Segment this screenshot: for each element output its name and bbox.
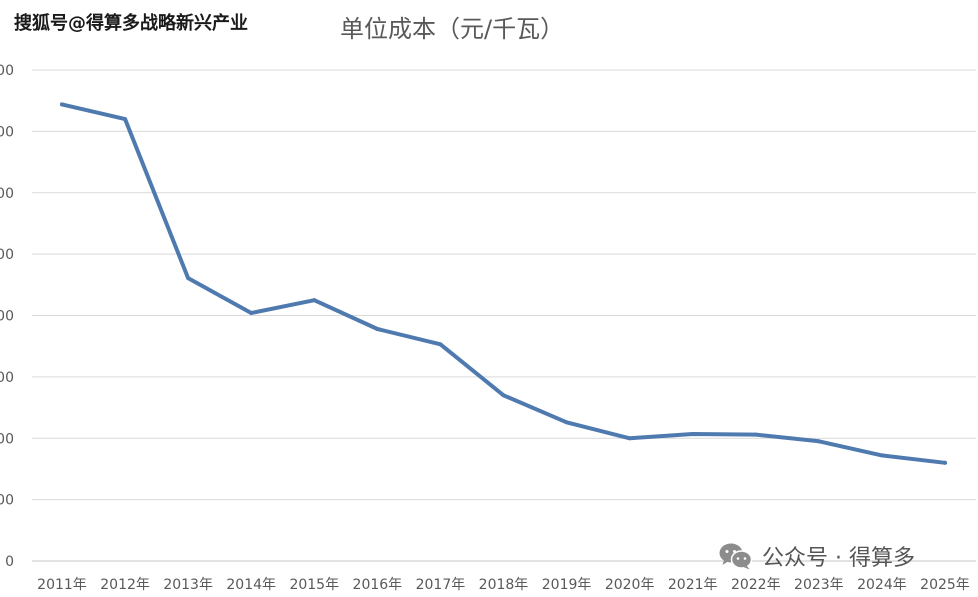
y-tick-label: 00 xyxy=(0,431,14,447)
x-tick-label: 2020年 xyxy=(605,577,655,593)
wechat-watermark-text: 公众号 · 得算多 xyxy=(762,546,915,571)
grid-lines xyxy=(32,69,976,562)
data-point xyxy=(249,311,254,316)
x-tick-label: 2024年 xyxy=(857,577,907,593)
y-tick-label: 00 xyxy=(0,124,14,140)
x-tick-label: 2013年 xyxy=(163,577,213,593)
x-tick-label: 2021年 xyxy=(668,577,718,593)
data-point xyxy=(438,342,443,347)
y-tick-label: 00 xyxy=(0,63,14,79)
y-tick-label: 00 xyxy=(0,247,14,263)
data-point xyxy=(943,460,947,465)
wechat-icon xyxy=(719,543,753,570)
x-tick-label: 2019年 xyxy=(542,577,592,593)
x-axis-tick-labels: 2011年 2012年 2013年 2014年 2015年 2016年 2017年 2018年… xyxy=(37,577,970,593)
y-tick-label: 00 xyxy=(0,493,14,509)
data-point xyxy=(312,298,317,303)
x-tick-label: 2012年 xyxy=(100,577,150,593)
data-point xyxy=(375,327,380,332)
x-tick-label: 2022年 xyxy=(731,577,781,593)
chart-title: 单位成本（元/千瓦） xyxy=(340,15,565,43)
y-tick-label: 0 xyxy=(5,554,14,570)
y-tick-label: 00 xyxy=(0,309,14,325)
x-tick-label: 2023年 xyxy=(794,577,844,593)
data-point xyxy=(60,102,64,107)
x-tick-label: 2014年 xyxy=(226,577,276,593)
sohu-watermark: 搜狐号@得算多战略新兴产业 xyxy=(14,13,248,34)
data-point xyxy=(123,117,128,122)
data-point xyxy=(564,420,569,425)
x-tick-label: 2015年 xyxy=(289,577,339,593)
data-point xyxy=(753,432,758,437)
y-tick-label: 00 xyxy=(0,370,14,386)
series-layer xyxy=(60,102,947,465)
wechat-watermark: 公众号 · 得算多 xyxy=(718,540,915,572)
series-line xyxy=(60,102,947,465)
x-tick-label: 2016年 xyxy=(353,577,403,593)
x-tick-label: 2018年 xyxy=(479,577,529,593)
data-point xyxy=(501,393,506,398)
data-point xyxy=(816,439,821,444)
x-tick-label: 2025年 xyxy=(920,577,970,593)
data-point xyxy=(627,436,632,441)
data-point xyxy=(690,431,695,436)
data-point xyxy=(186,276,191,281)
x-tick-label: 2011年 xyxy=(37,577,87,593)
x-tick-label: 2017年 xyxy=(416,577,466,593)
y-tick-label: 00 xyxy=(0,186,14,202)
data-point xyxy=(879,453,884,458)
